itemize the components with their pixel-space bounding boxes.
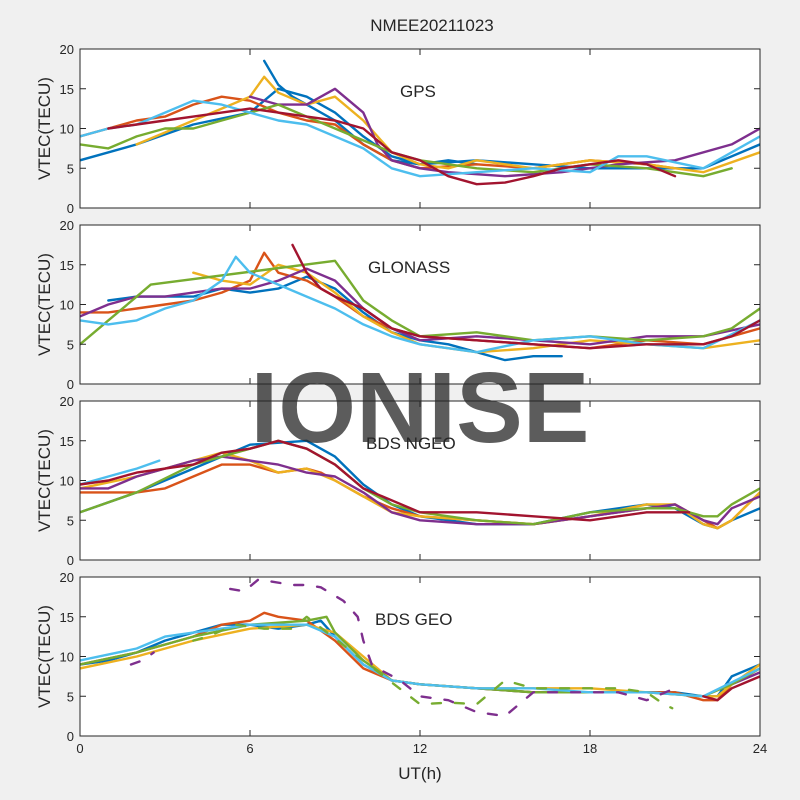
series-line-6 (80, 255, 760, 354)
y-tick-label: 20 (60, 394, 74, 409)
y-tick-label: 5 (67, 161, 74, 176)
x-tick-label: 18 (583, 741, 597, 756)
series-line-5 (248, 87, 760, 178)
series-line-4 (80, 267, 760, 346)
series-line-3 (80, 451, 760, 530)
y-tick-label: 0 (67, 201, 74, 216)
panels: 0 5 10 15 20 VTEC(TECU) GPS 0 5 10 15 20 VTEC(TECU) G… (35, 42, 767, 756)
y-axis-label: VTEC(TECU) (35, 429, 54, 532)
series-line-7 (80, 99, 760, 178)
x-tick-label: 24 (753, 741, 767, 756)
series-group (80, 59, 760, 186)
y-tick-label: 0 (67, 553, 74, 568)
series-line-5 (80, 259, 760, 346)
y-tick-label: 10 (60, 650, 74, 665)
axes-background (80, 401, 760, 560)
panel-label: GPS (400, 82, 436, 101)
panel-gps: 0 5 10 15 20 VTEC(TECU) GPS (35, 42, 761, 216)
y-tick-label: 15 (60, 258, 74, 273)
series-line-10 (192, 615, 674, 710)
y-tick-label: 20 (60, 570, 74, 585)
y-tick-label: 15 (60, 434, 74, 449)
panel-label: BDS GEO (375, 610, 452, 629)
series-line-9 (129, 651, 155, 666)
panel-bds-ngeo: 0 5 10 15 20 VTEC(TECU) BDS NGEO (35, 394, 761, 568)
series-line-7 (291, 243, 760, 350)
x-axis-label: UT(h) (398, 764, 441, 783)
panel-label: BDS NGEO (366, 434, 456, 453)
y-tick-label: 20 (60, 42, 74, 57)
series-line-4 (135, 75, 760, 174)
y-tick-label: 15 (60, 82, 74, 97)
series-line-7 (702, 675, 760, 702)
y-axis-label: VTEC(TECU) (35, 77, 54, 180)
x-tick-label: 6 (246, 741, 253, 756)
series-line-3 (192, 263, 760, 354)
y-tick-label: 5 (67, 513, 74, 528)
series-group (80, 243, 760, 362)
watermark: IONISE (251, 352, 590, 464)
series-line-8 (229, 578, 677, 718)
axes-background (80, 225, 760, 384)
x-tick-label: 12 (413, 741, 427, 756)
axes-background (80, 577, 760, 736)
y-tick-label: 10 (60, 474, 74, 489)
y-axis-label: VTEC(TECU) (35, 605, 54, 708)
panel-bds-geo: 0 5 10 15 20 0 6 12 18 24 VTEC(TECU) BDS GEO (35, 570, 767, 756)
y-tick-label: 0 (67, 377, 74, 392)
panel-label: GLONASS (368, 258, 450, 277)
series-group (80, 578, 760, 718)
y-tick-label: 20 (60, 218, 74, 233)
series-line-6 (80, 459, 161, 486)
series-line-7 (80, 439, 691, 522)
y-tick-label: 5 (67, 689, 74, 704)
figure-title: NMEE20211023 (370, 16, 494, 35)
x-tick-label: 0 (76, 741, 83, 756)
series-line-8 (107, 107, 677, 186)
series-line-1 (107, 275, 563, 362)
y-tick-label: 0 (67, 729, 74, 744)
y-tick-label: 10 (60, 298, 74, 313)
series-group (80, 439, 760, 530)
y-axis-label: VTEC(TECU) (35, 253, 54, 356)
panel-glonass: 0 5 10 15 20 VTEC(TECU) GLONASS (35, 218, 761, 392)
y-tick-label: 10 (60, 122, 74, 137)
y-tick-label: 15 (60, 610, 74, 625)
y-tick-label: 5 (67, 337, 74, 352)
